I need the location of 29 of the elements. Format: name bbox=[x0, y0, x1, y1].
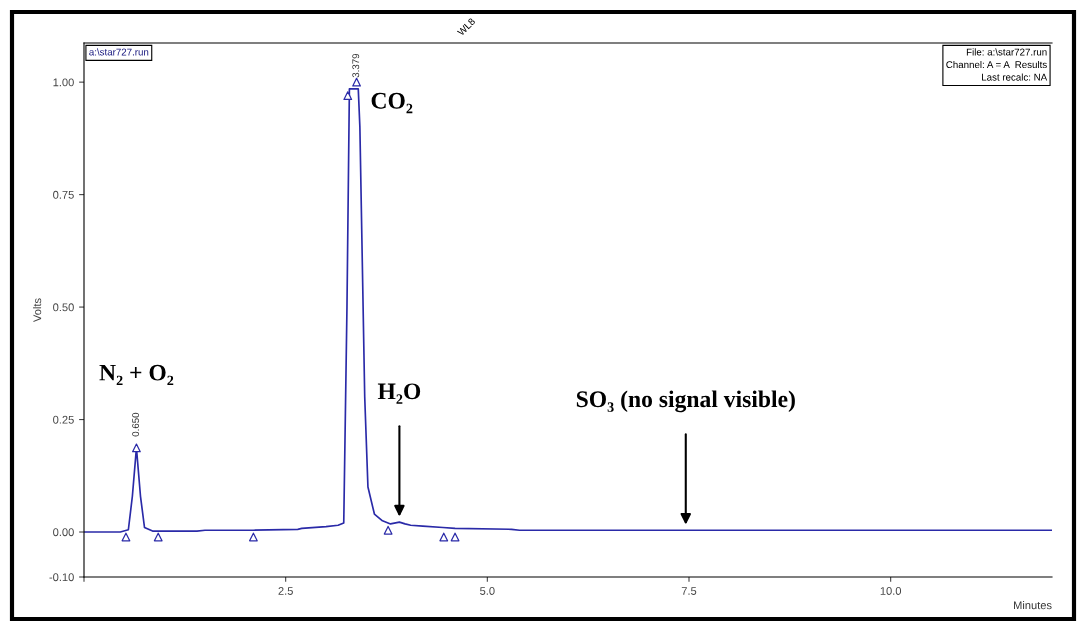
y-tick-label: -0.10 bbox=[49, 573, 74, 582]
annotation: N₂ + O₂ bbox=[99, 364, 174, 386]
annotation: H₂O bbox=[377, 383, 421, 404]
y-tick-label: 1.00 bbox=[53, 78, 74, 87]
y-tick-label: 0.25 bbox=[53, 415, 74, 424]
x-tick-label: 5.0 bbox=[480, 587, 495, 595]
x-tick-label: 2.5 bbox=[278, 587, 293, 595]
point bbox=[132, 443, 141, 453]
point bbox=[439, 532, 449, 542]
annotation: File: a:\star727.run Channel: A = A Results Last recalc: NA bbox=[946, 48, 1048, 81]
point bbox=[248, 532, 258, 542]
point bbox=[153, 532, 163, 542]
point bbox=[352, 77, 362, 87]
point bbox=[450, 532, 460, 542]
point bbox=[343, 91, 353, 101]
x-axis-title: Minutes bbox=[1014, 601, 1052, 610]
point bbox=[383, 525, 393, 535]
x-tick-label: 10.0 bbox=[880, 587, 902, 595]
y-tick-label: 0.50 bbox=[53, 303, 74, 312]
annotation: CO₂ bbox=[371, 92, 413, 114]
y-tick-label: 0.75 bbox=[53, 190, 74, 199]
annotation: SO₃ (no signal visible) bbox=[576, 390, 795, 413]
y-axis-title: Volts bbox=[33, 298, 42, 322]
y-tick-label: 0.00 bbox=[53, 528, 74, 537]
annotation: 0.650 bbox=[132, 412, 140, 437]
annotation: 3.379 bbox=[352, 53, 360, 78]
point bbox=[121, 532, 131, 542]
annotation: a:\star727.run bbox=[89, 48, 149, 56]
x-tick-label: 7.5 bbox=[681, 587, 697, 595]
